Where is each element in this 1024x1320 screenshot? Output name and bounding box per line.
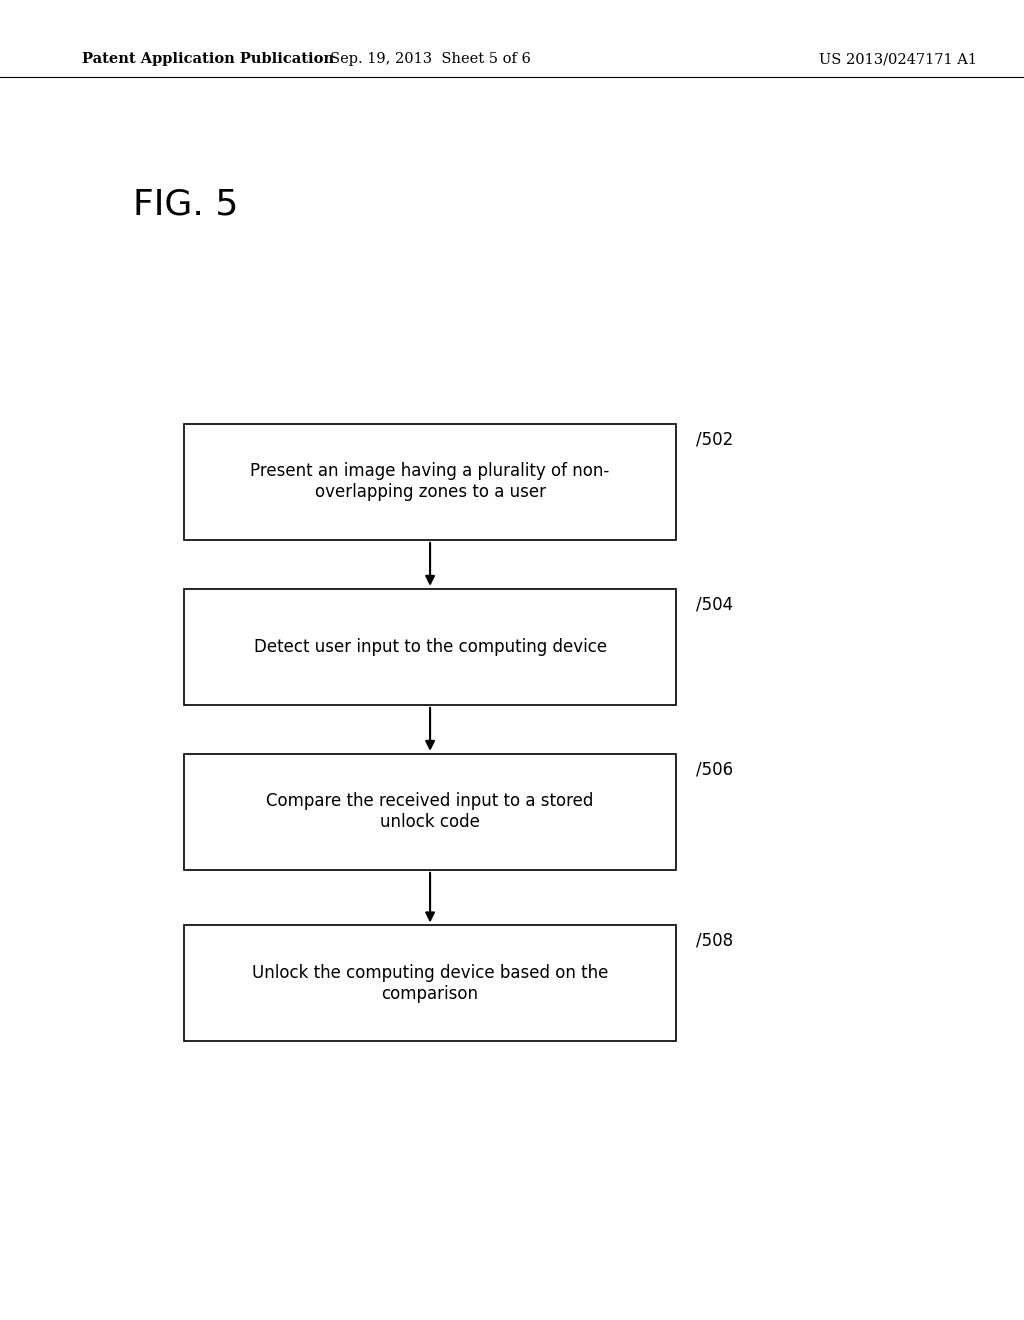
- Text: /506: /506: [696, 760, 733, 779]
- Text: US 2013/0247171 A1: US 2013/0247171 A1: [819, 53, 977, 66]
- Text: Compare the received input to a stored
unlock code: Compare the received input to a stored u…: [266, 792, 594, 832]
- Bar: [184, 589, 676, 705]
- Text: /508: /508: [696, 932, 733, 950]
- Bar: [184, 424, 676, 540]
- Text: /502: /502: [696, 430, 733, 449]
- Text: Patent Application Publication: Patent Application Publication: [82, 53, 334, 66]
- Bar: [184, 754, 676, 870]
- Bar: [184, 925, 676, 1041]
- Text: Unlock the computing device based on the
comparison: Unlock the computing device based on the…: [252, 964, 608, 1003]
- Text: Present an image having a plurality of non-
overlapping zones to a user: Present an image having a plurality of n…: [251, 462, 609, 502]
- Text: FIG. 5: FIG. 5: [133, 187, 239, 222]
- Text: /504: /504: [696, 595, 733, 614]
- Text: Sep. 19, 2013  Sheet 5 of 6: Sep. 19, 2013 Sheet 5 of 6: [330, 53, 530, 66]
- Text: Detect user input to the computing device: Detect user input to the computing devic…: [254, 638, 606, 656]
